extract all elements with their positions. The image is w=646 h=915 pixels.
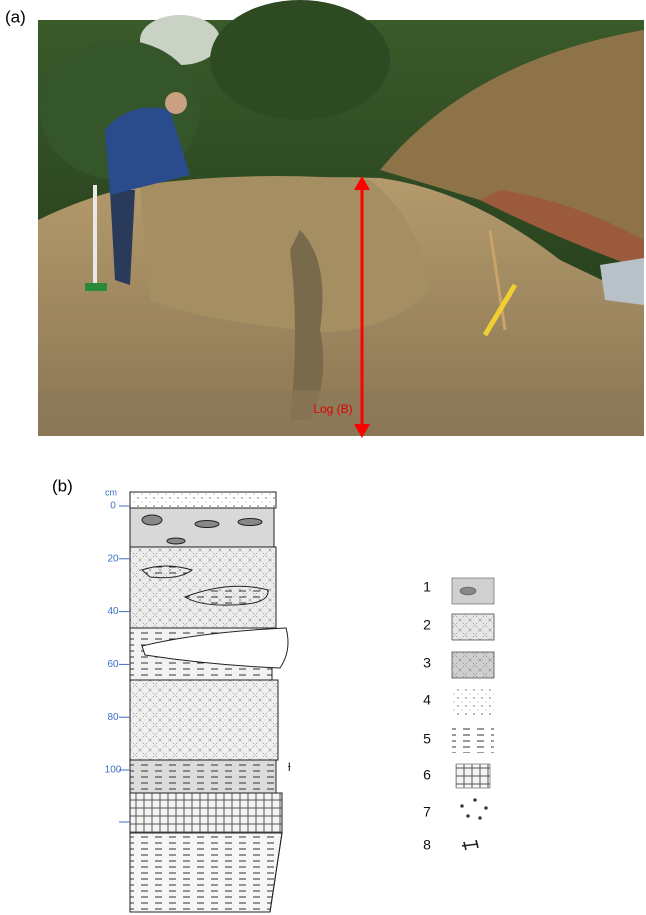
legend-number: 2: [423, 617, 431, 633]
page: (a) Log (B) (b) cm: [0, 0, 646, 915]
panel-label: (b): [52, 476, 73, 495]
panel-label: (a): [5, 7, 26, 26]
legend: 1 2 3 4 5 6 7 8: [423, 578, 494, 853]
photo-annotation: Log (B): [313, 402, 352, 416]
legend-number: 4: [423, 692, 431, 708]
legend-number: 5: [423, 731, 431, 747]
legend-number: 7: [423, 804, 431, 820]
depth-label: 20: [107, 553, 119, 564]
depth-label: 80: [107, 712, 119, 723]
depth-label: 0: [110, 501, 116, 512]
photo: Log (B): [38, 0, 644, 438]
depth-label: 60: [107, 659, 119, 670]
depth-unit: cm: [105, 487, 117, 497]
figure: (a) Log (B) (b) cm: [0, 0, 646, 915]
strat-log: ƚ: [130, 492, 291, 912]
svg-text:ƚ: ƚ: [288, 760, 291, 774]
depth-label: 40: [107, 606, 119, 617]
legend-number: 6: [423, 767, 431, 783]
legend-number: 3: [423, 655, 431, 671]
legend-number: 8: [423, 837, 431, 853]
legend-number: 1: [423, 579, 431, 595]
